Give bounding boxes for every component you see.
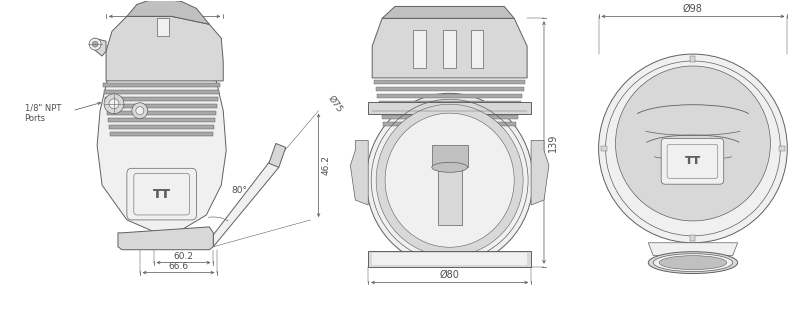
- Bar: [103, 83, 220, 87]
- Polygon shape: [118, 227, 213, 250]
- Ellipse shape: [376, 104, 523, 256]
- Circle shape: [615, 66, 770, 221]
- Text: 115: 115: [156, 3, 174, 13]
- Polygon shape: [127, 0, 209, 24]
- Bar: [379, 101, 521, 105]
- Bar: [376, 87, 524, 91]
- Circle shape: [109, 99, 119, 109]
- Bar: [104, 90, 219, 94]
- Circle shape: [89, 38, 101, 50]
- Text: Ø98: Ø98: [683, 3, 703, 13]
- Polygon shape: [213, 157, 279, 247]
- Text: 46.2: 46.2: [322, 155, 330, 175]
- Polygon shape: [350, 140, 368, 205]
- Bar: [156, 18, 168, 36]
- FancyBboxPatch shape: [127, 168, 196, 220]
- FancyBboxPatch shape: [662, 139, 724, 184]
- Bar: [105, 97, 219, 101]
- Polygon shape: [269, 144, 286, 167]
- Ellipse shape: [654, 254, 733, 272]
- Bar: [432, 145, 468, 167]
- Bar: [368, 102, 531, 114]
- Circle shape: [136, 107, 144, 115]
- Ellipse shape: [432, 162, 468, 172]
- Bar: [109, 125, 215, 129]
- Bar: [110, 131, 213, 135]
- Ellipse shape: [659, 256, 727, 270]
- Polygon shape: [90, 38, 106, 56]
- Bar: [374, 80, 525, 84]
- Ellipse shape: [648, 252, 737, 273]
- Text: 139: 139: [548, 133, 558, 152]
- Bar: [383, 122, 516, 126]
- Bar: [368, 251, 531, 267]
- Text: 1/8" NPT
Ports: 1/8" NPT Ports: [25, 104, 61, 123]
- Bar: [601, 146, 606, 151]
- Text: ᴛᴛ: ᴛᴛ: [685, 153, 701, 167]
- Ellipse shape: [366, 93, 533, 267]
- Bar: [372, 253, 527, 265]
- Bar: [106, 104, 217, 108]
- Polygon shape: [531, 140, 549, 205]
- Ellipse shape: [385, 113, 514, 247]
- Text: Ø75: Ø75: [326, 94, 345, 114]
- Polygon shape: [372, 18, 527, 78]
- Bar: [443, 30, 456, 68]
- Polygon shape: [648, 243, 737, 256]
- Bar: [471, 30, 484, 68]
- Polygon shape: [97, 74, 226, 233]
- Circle shape: [598, 54, 788, 243]
- Bar: [382, 115, 518, 119]
- Circle shape: [132, 103, 148, 119]
- Text: 60.2: 60.2: [173, 252, 193, 261]
- Bar: [380, 108, 519, 112]
- Text: ᴛᴛ: ᴛᴛ: [152, 186, 171, 201]
- Bar: [377, 94, 522, 98]
- Bar: [690, 235, 695, 241]
- Text: 80°: 80°: [231, 186, 247, 195]
- Bar: [413, 30, 426, 68]
- Circle shape: [92, 41, 98, 47]
- Bar: [780, 146, 785, 151]
- Bar: [107, 111, 216, 115]
- Bar: [690, 56, 695, 62]
- Bar: [438, 163, 461, 225]
- Text: Ø80: Ø80: [440, 269, 460, 280]
- Text: 66.6: 66.6: [168, 262, 188, 271]
- Bar: [108, 117, 215, 122]
- Polygon shape: [106, 16, 223, 81]
- Circle shape: [104, 94, 124, 114]
- Polygon shape: [382, 7, 514, 18]
